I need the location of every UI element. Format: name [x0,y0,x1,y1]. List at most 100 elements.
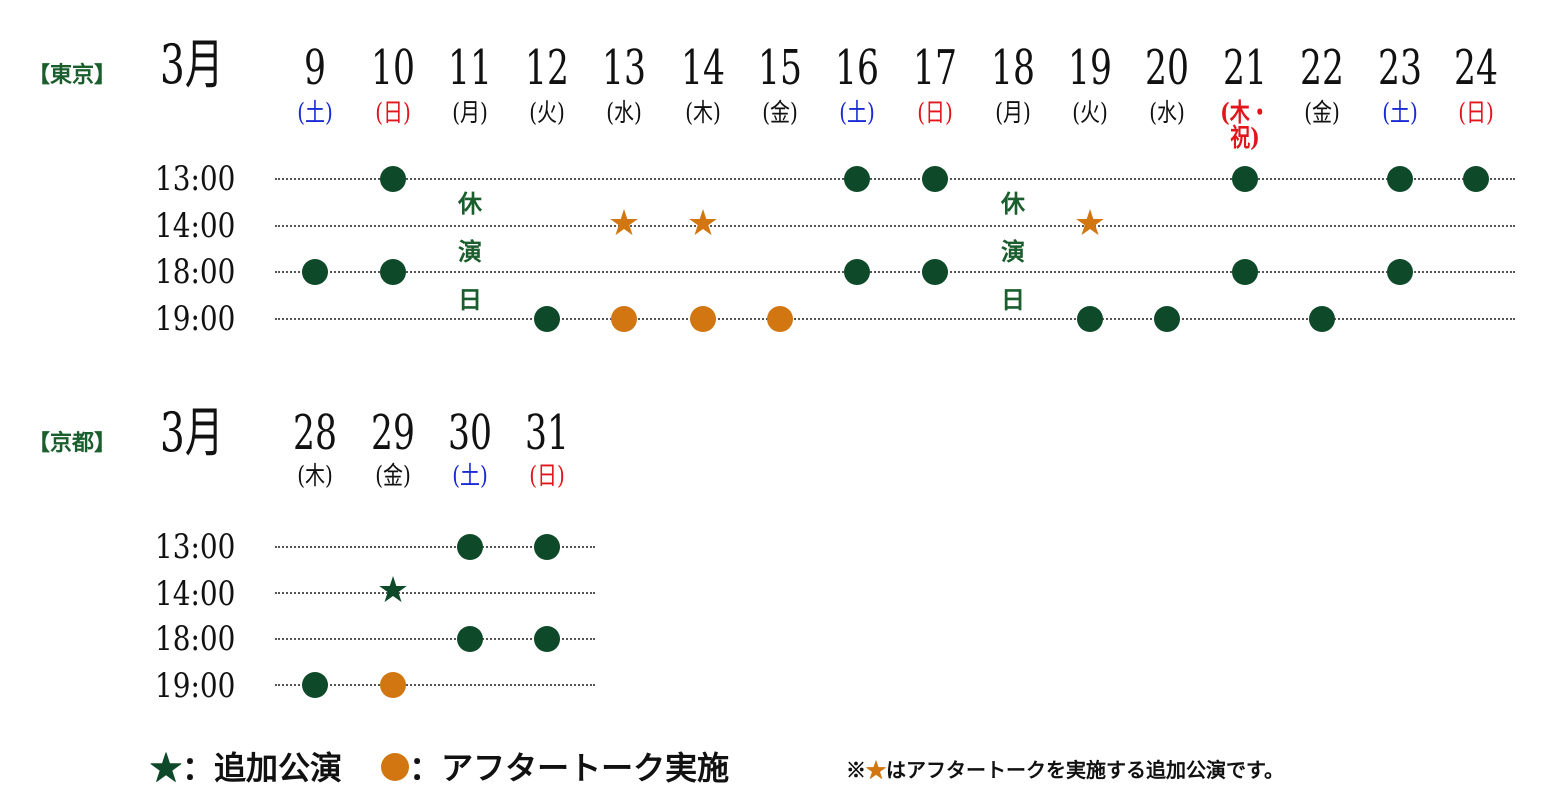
tokyo-day-of-week: (金) [762,98,798,127]
kyoto-time-label: 14:00 [155,574,236,614]
performance-dot [1463,166,1489,192]
tokyo-time-row-line [275,178,1515,180]
performance-dot [380,259,406,285]
closed-day-char: 日 [458,285,482,314]
kyoto-day-number: 28 [293,405,337,461]
tokyo-day-number: 19 [1068,40,1112,96]
after-talk-dot [380,672,406,698]
note-prefix: ※ [846,758,866,782]
tokyo-day-number: 22 [1300,40,1344,96]
tokyo-day-of-week: (土) [297,98,333,127]
legend-note: ※★はアフタートークを実施する追加公演です。 [846,760,1284,780]
tokyo-day-number: 23 [1378,40,1422,96]
tokyo-time-row-line [275,271,1515,273]
performance-dot [534,534,560,560]
note-star-icon: ★ [866,758,886,782]
legend-dot-icon [381,753,410,781]
kyoto-city-label: 【京都】 [28,430,117,456]
tokyo-closed-day-label: 休演日 [998,180,1028,324]
tokyo-day-of-week: (月) [995,98,1031,127]
tokyo-day-number: 24 [1454,40,1498,96]
tokyo-time-label: 13:00 [155,159,236,199]
closed-day-char: 演 [458,237,482,266]
tokyo-city-label: 【東京】 [28,62,117,88]
tokyo-day-of-week: (火) [1072,98,1108,127]
kyoto-day-number: 29 [371,405,415,461]
tokyo-day-number: 15 [758,40,802,96]
tokyo-day-number: 18 [991,40,1035,96]
after-talk-dot [611,306,637,332]
kyoto-time-row-line [275,684,595,686]
additional-performance-star-icon: ★ [686,203,720,244]
kyoto-day-number: 31 [525,405,569,461]
closed-day-char: 休 [458,189,482,218]
kyoto-time-label: 13:00 [155,527,236,567]
performance-dot [534,626,560,652]
performance-dot [457,626,483,652]
performance-dot [302,672,328,698]
performance-dot [844,166,870,192]
kyoto-day-of-week: (日) [529,461,565,490]
tokyo-day-of-week: (木・祝) [1220,98,1270,152]
tokyo-day-of-week: (日) [917,98,953,127]
legend: ★：追加公演 ：アフタートーク実施 [150,752,729,784]
legend-star-text: ：追加公演 [182,749,343,787]
tokyo-day-number: 14 [681,40,725,96]
tokyo-day-number: 20 [1145,40,1189,96]
legend-dot-text: ：アフタートーク実施 [409,749,730,787]
tokyo-day-number: 10 [371,40,415,96]
tokyo-day-of-week: (水) [1149,98,1185,127]
closed-day-char: 休 [1001,189,1025,218]
tokyo-time-label: 19:00 [155,299,236,339]
tokyo-day-of-week: (日) [1458,98,1494,127]
tokyo-day-of-week: (水) [606,98,642,127]
closed-day-char: 演 [1001,237,1025,266]
tokyo-time-label: 14:00 [155,206,236,246]
performance-dot [457,534,483,560]
performance-dot [1387,259,1413,285]
tokyo-day-number: 17 [913,40,957,96]
tokyo-time-row-line [275,318,1515,320]
performance-dot [844,259,870,285]
performance-dot [1232,166,1258,192]
tokyo-day-of-week: (日) [375,98,411,127]
kyoto-time-label: 19:00 [155,666,236,706]
tokyo-day-of-week: (金) [1304,98,1340,127]
kyoto-time-row-line [275,638,595,640]
performance-dot [1387,166,1413,192]
tokyo-day-number: 16 [835,40,879,96]
tokyo-day-number: 13 [602,40,646,96]
tokyo-day-of-week: (土) [1382,98,1418,127]
tokyo-closed-day-label: 休演日 [455,180,485,324]
performance-dot [1154,306,1180,332]
performance-dot [534,306,560,332]
performance-dot [1077,306,1103,332]
performance-dot [922,166,948,192]
tokyo-day-of-week: (火) [529,98,565,127]
performance-dot [1232,259,1258,285]
kyoto-day-of-week: (木) [297,461,333,490]
after-talk-dot [690,306,716,332]
performance-dot [302,259,328,285]
tokyo-day-number: 9 [303,40,326,96]
performance-dot [922,259,948,285]
additional-performance-star-icon: ★ [607,203,641,244]
kyoto-day-of-week: (金) [375,461,411,490]
tokyo-month-label: 3月 [160,33,224,96]
closed-day-char: 日 [1001,285,1025,314]
kyoto-time-row-line [275,592,595,594]
kyoto-time-label: 18:00 [155,619,236,659]
after-talk-dot [767,306,793,332]
tokyo-day-of-week: (木) [685,98,721,127]
additional-performance-star-icon: ★ [376,570,410,611]
kyoto-day-of-week: (土) [452,461,488,490]
kyoto-month-label: 3月 [160,401,224,464]
performance-dot [1309,306,1335,332]
kyoto-time-row-line [275,546,595,548]
tokyo-day-number: 12 [525,40,569,96]
note-text: はアフタートークを実施する追加公演です。 [886,758,1284,782]
tokyo-day-of-week: (月) [452,98,488,127]
tokyo-day-number: 11 [448,40,492,96]
legend-star-icon: ★ [150,749,183,787]
performance-dot [380,166,406,192]
